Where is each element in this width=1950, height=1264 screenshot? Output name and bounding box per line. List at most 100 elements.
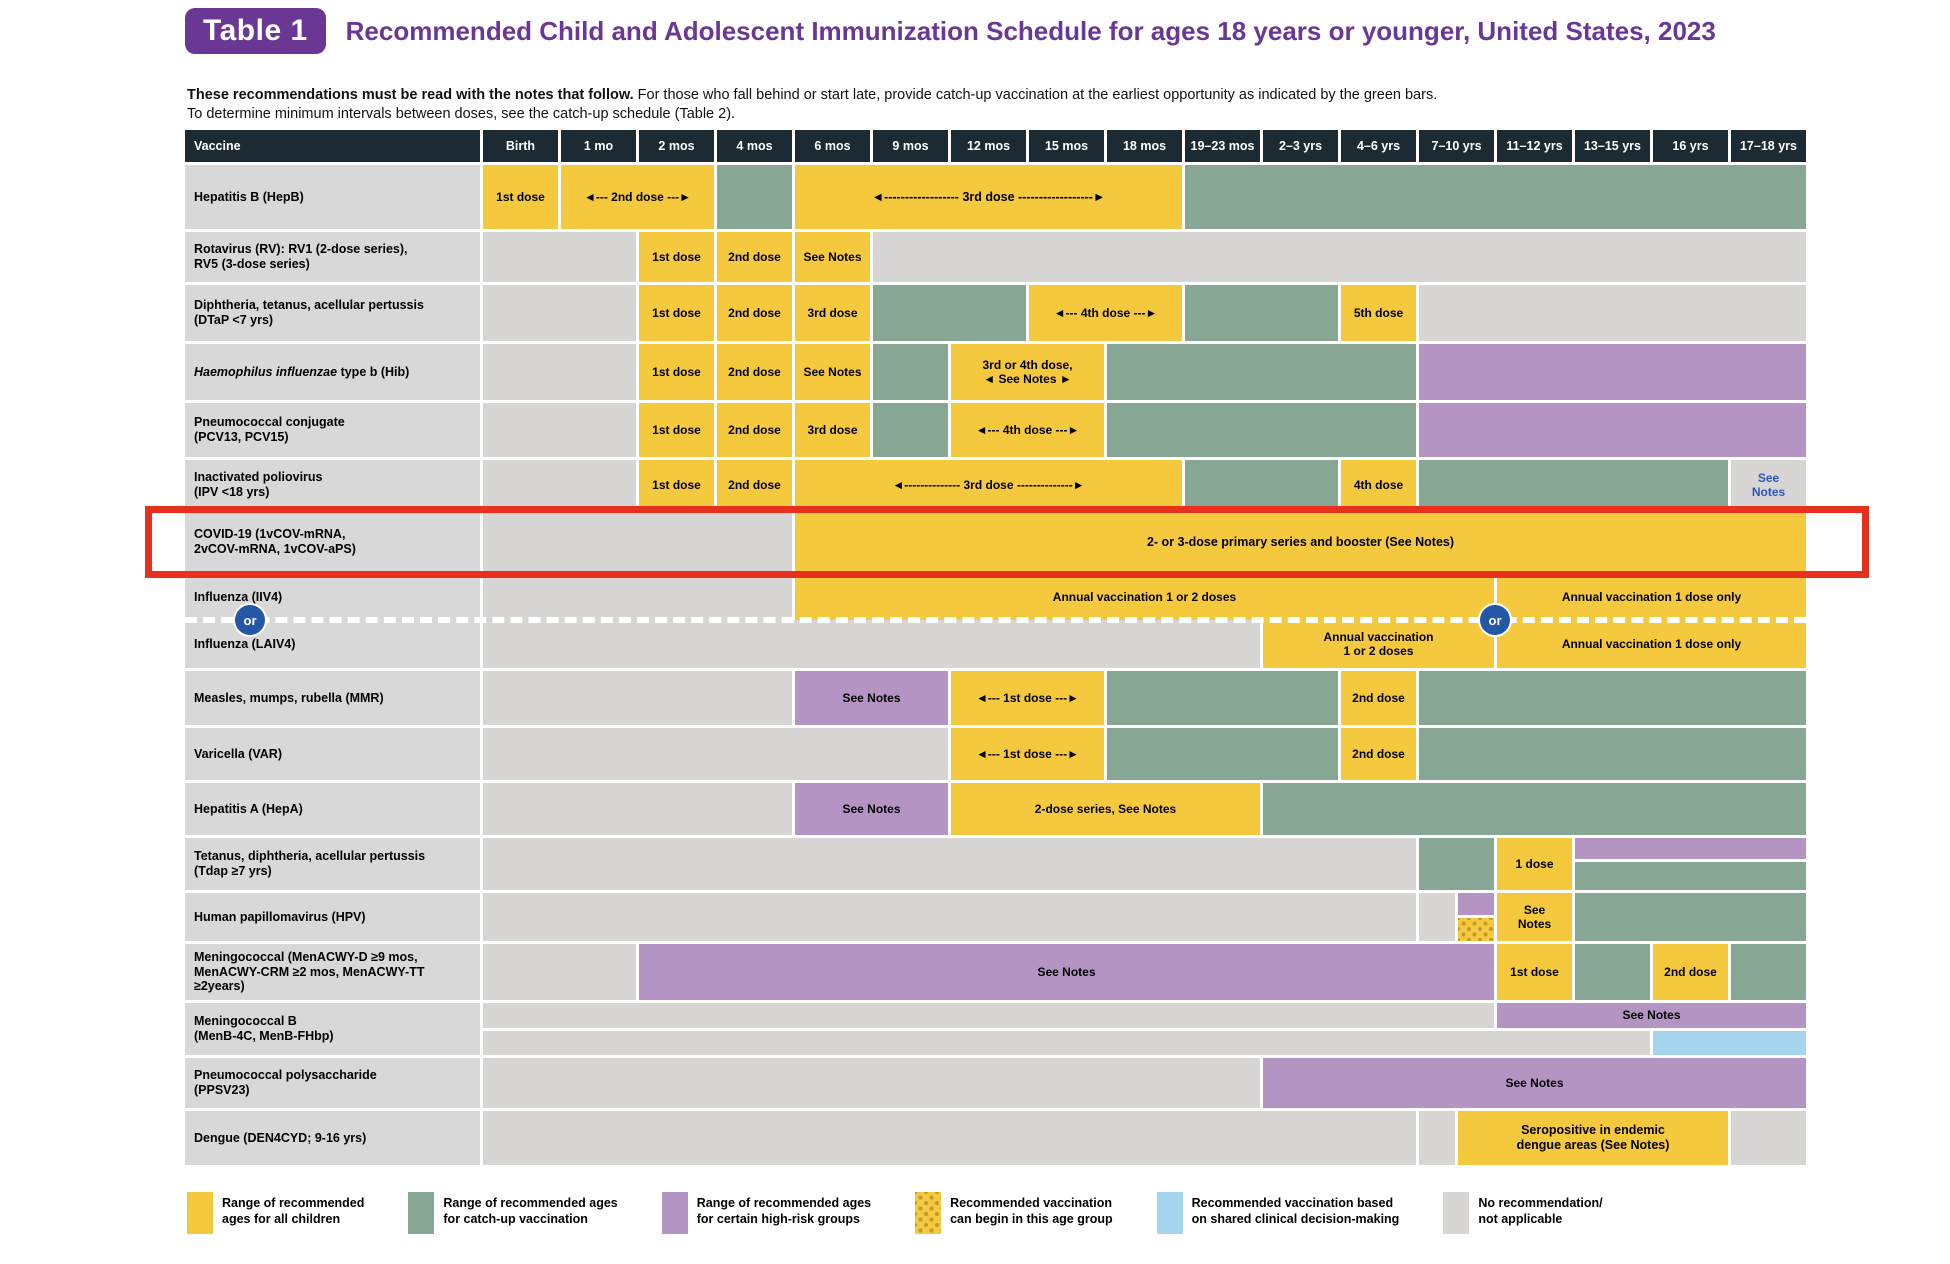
schedule-cell: 2nd dose bbox=[717, 344, 792, 400]
vaccine-label: Dengue (DEN4CYD; 9-16 yrs) bbox=[185, 1111, 480, 1165]
vaccine-row-mmr: Measles, mumps, rubella (MMR) See Notes ◄-… bbox=[185, 671, 1806, 725]
legend-item: No recommendation/ not applicable bbox=[1443, 1192, 1603, 1234]
schedule-cell: See Notes bbox=[1497, 1003, 1806, 1028]
legend-item: Recommended vaccination based on shared … bbox=[1156, 1192, 1399, 1234]
schedule-cell: 1st dose bbox=[639, 232, 714, 282]
legend-item: Range of recommended ages for catch-up v… bbox=[408, 1192, 618, 1234]
legend-swatch-b bbox=[1156, 1192, 1183, 1234]
column-header: 11–12 yrs bbox=[1497, 130, 1572, 162]
schedule-cell: 2nd dose bbox=[1341, 728, 1416, 780]
vaccine-label: Rotavirus (RV): RV1 (2-dose series), RV5… bbox=[185, 232, 480, 282]
column-header: 15 mos bbox=[1029, 130, 1104, 162]
schedule-cell: Annual vaccination 1 dose only bbox=[1497, 574, 1806, 620]
schedule-cell-split bbox=[1575, 838, 1806, 890]
schedule-cell bbox=[483, 783, 792, 835]
vaccine-label: Diphtheria, tetanus, acellular pertussis… bbox=[185, 285, 480, 341]
vaccine-row-flu-iiv4: Influenza (IIV4) Annual vaccination 1 or … bbox=[185, 574, 1806, 620]
schedule-cell bbox=[873, 285, 1026, 341]
page-title: Recommended Child and Adolescent Immuniz… bbox=[345, 15, 1716, 46]
schedule-cell bbox=[873, 403, 948, 457]
column-header: 18 mos bbox=[1107, 130, 1182, 162]
schedule-cell bbox=[1185, 285, 1338, 341]
vaccine-label: COVID-19 (1vCOV-mRNA, 2vCOV-mRNA, 1vCOV-… bbox=[185, 513, 480, 571]
schedule-cell: 1st dose bbox=[1497, 944, 1572, 1000]
vaccine-row-menb: Meningococcal B (MenB-4C, MenB-FHbp) See … bbox=[185, 1003, 1806, 1055]
schedule-cell: 2nd dose bbox=[717, 232, 792, 282]
schedule-cell bbox=[873, 344, 948, 400]
intro-line-1: These recommendations must be read with … bbox=[187, 86, 1877, 105]
schedule-cell: See Notes bbox=[639, 944, 1494, 1000]
schedule-cell: 2nd dose bbox=[1341, 671, 1416, 725]
schedule-cell: ◄--- 1st dose ---► bbox=[951, 671, 1104, 725]
schedule-cell bbox=[483, 620, 1260, 668]
vaccine-label: Measles, mumps, rubella (MMR) bbox=[185, 671, 480, 725]
schedule-cell: 2nd dose bbox=[717, 403, 792, 457]
vaccine-row-pcv: Pneumococcal conjugate (PCV13, PCV15) 1st… bbox=[185, 403, 1806, 457]
vaccine-label: Hepatitis A (HepA) bbox=[185, 783, 480, 835]
vaccine-row-dengue: Dengue (DEN4CYD; 9-16 yrs) Seropositive i… bbox=[185, 1111, 1806, 1165]
vaccine-row-dtap: Diphtheria, tetanus, acellular pertussis… bbox=[185, 285, 1806, 341]
schedule-cell bbox=[483, 1003, 1494, 1028]
schedule-cell: Annual vaccination 1 or 2 doses bbox=[1263, 620, 1494, 668]
schedule-cell bbox=[483, 460, 636, 510]
schedule-cell bbox=[483, 574, 792, 620]
schedule-cell: 1 dose bbox=[1497, 838, 1572, 890]
vaccine-label: Inactivated poliovirus (IPV <18 yrs) bbox=[185, 460, 480, 510]
legend: Range of recommended ages for all childr… bbox=[187, 1192, 1827, 1234]
column-header: 2 mos bbox=[639, 130, 714, 162]
legend-item: Range of recommended ages for certain hi… bbox=[661, 1192, 872, 1234]
column-header: 9 mos bbox=[873, 130, 948, 162]
intro-text: These recommendations must be read with … bbox=[187, 86, 1877, 125]
vaccine-row-tdap: Tetanus, diphtheria, acellular pertussis… bbox=[185, 838, 1806, 890]
schedule-cell bbox=[1263, 783, 1806, 835]
schedule-cell: ◄--- 4th dose ---► bbox=[1029, 285, 1182, 341]
schedule-cell bbox=[1653, 1030, 1806, 1055]
schedule-cell bbox=[1419, 893, 1455, 941]
column-header: 19–23 mos bbox=[1185, 130, 1260, 162]
vaccine-label-italic: Haemophilus influenzae bbox=[194, 364, 338, 379]
column-header: 4–6 yrs bbox=[1341, 130, 1416, 162]
vaccine-label: Pneumococcal polysaccharide (PPSV23) bbox=[185, 1058, 480, 1108]
schedule-cell bbox=[1419, 285, 1806, 341]
schedule-cell bbox=[1575, 944, 1650, 1000]
influenza-or-badge-right: or bbox=[1480, 605, 1510, 635]
column-header: 12 mos bbox=[951, 130, 1026, 162]
vaccine-row-covid19: COVID-19 (1vCOV-mRNA, 2vCOV-mRNA, 1vCOV-… bbox=[185, 513, 1806, 571]
schedule-cell bbox=[1419, 460, 1728, 510]
schedule-cell: ◄--- 1st dose ---► bbox=[951, 728, 1104, 780]
schedule-cell: 4th dose bbox=[1341, 460, 1416, 510]
schedule-cell bbox=[1185, 165, 1806, 229]
schedule-cell: 2nd dose bbox=[1653, 944, 1728, 1000]
schedule-cell bbox=[483, 344, 636, 400]
schedule-cell bbox=[1185, 460, 1338, 510]
schedule-cell: 2-dose series, See Notes bbox=[951, 783, 1260, 835]
legend-text: Range of recommended ages for certain hi… bbox=[696, 1196, 872, 1227]
split-bottom-band bbox=[1575, 861, 1806, 890]
schedule-cell: Annual vaccination 1 or 2 doses bbox=[795, 574, 1494, 620]
schedule-cell bbox=[1575, 893, 1806, 941]
vaccine-row-hepb: Hepatitis B (HepB) 1st dose ◄--- 2nd dose … bbox=[185, 165, 1806, 229]
schedule-cell: ◄-------------- 3rd dose --------------► bbox=[795, 460, 1182, 510]
split-top-band bbox=[1575, 838, 1806, 859]
schedule-cell bbox=[483, 232, 636, 282]
vaccine-row-rotavirus: Rotavirus (RV): RV1 (2-dose series), RV5… bbox=[185, 232, 1806, 282]
schedule-cell: See Notes bbox=[795, 344, 870, 400]
column-header: 6 mos bbox=[795, 130, 870, 162]
column-header: Birth bbox=[483, 130, 558, 162]
legend-swatch-n bbox=[1443, 1192, 1470, 1234]
split-top-band bbox=[1458, 893, 1494, 915]
schedule-cell: See Notes bbox=[795, 783, 948, 835]
schedule-cell bbox=[483, 285, 636, 341]
legend-text: Range of recommended ages for all childr… bbox=[222, 1196, 365, 1227]
schedule-cell bbox=[1419, 1111, 1455, 1165]
column-header: 1 mo bbox=[561, 130, 636, 162]
intro-line-2: To determine minimum intervals between d… bbox=[187, 106, 736, 123]
schedule-cell bbox=[1731, 944, 1806, 1000]
schedule-cell: 2nd dose bbox=[717, 285, 792, 341]
covid-row-wrapper: COVID-19 (1vCOV-mRNA, 2vCOV-mRNA, 1vCOV-… bbox=[145, 506, 1869, 578]
schedule-cell bbox=[483, 838, 1416, 890]
schedule-cell: 1st dose bbox=[639, 460, 714, 510]
schedule-cell: 1st dose bbox=[639, 285, 714, 341]
title-bar: Table 1 Recommended Child and Adolescent… bbox=[185, 8, 1716, 54]
